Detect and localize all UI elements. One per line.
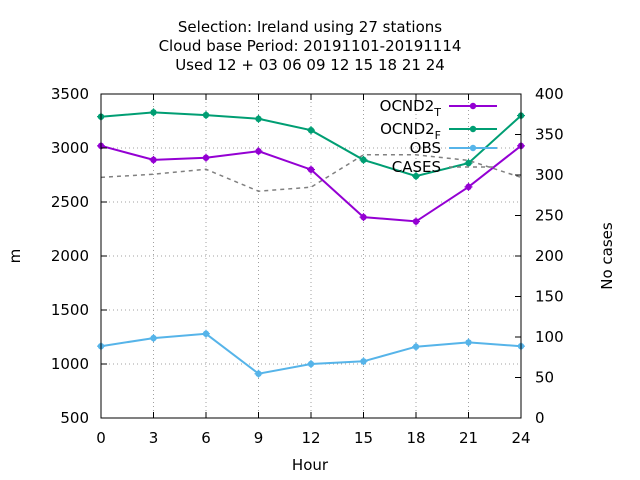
y2-axis-label: No cases [598, 222, 616, 290]
x-tick-label: 15 [354, 429, 373, 447]
legend-marker [469, 125, 477, 133]
y2-tick-label: 0 [535, 409, 545, 427]
legend-marker [469, 102, 477, 110]
y-tick-label: 3500 [51, 85, 89, 103]
x-axis-label: Hour [292, 456, 329, 474]
y-axis-label: m [6, 249, 24, 264]
legend-label-subscript: T [433, 106, 441, 119]
y2-tick-label: 50 [535, 369, 554, 387]
legend-label: OBS [410, 139, 441, 157]
x-tick-label: 18 [406, 429, 425, 447]
series-obs [97, 329, 525, 378]
title-line-2: Cloud base Period: 20191101-20191114 [159, 37, 462, 55]
y-tick-label: 1000 [51, 355, 89, 373]
x-tick-label: 12 [301, 429, 320, 447]
x-tick-label: 9 [254, 429, 264, 447]
legend-label: OCND2T [380, 97, 442, 119]
y2-axis-ticks: 0 50 100 150 200 250 300 350 400 [515, 85, 564, 427]
series-ocnd2-t [97, 141, 525, 226]
y-tick-label: 3000 [51, 139, 89, 157]
y2-tick-label: 300 [535, 166, 564, 184]
x-tick-label: 24 [511, 429, 530, 447]
y-tick-label: 2500 [51, 193, 89, 211]
x-tick-label: 3 [149, 429, 159, 447]
x-tick-label: 6 [201, 429, 211, 447]
legend-label-subscript: F [435, 129, 441, 142]
x-tick-label: 0 [96, 429, 106, 447]
y2-tick-label: 200 [535, 247, 564, 265]
y2-tick-label: 250 [535, 207, 564, 225]
legend-label: OCND2F [380, 120, 441, 142]
y-tick-label: 500 [60, 409, 89, 427]
chart-title: Selection: Ireland using 27 stations Clo… [159, 18, 462, 74]
y2-tick-label: 350 [535, 126, 564, 144]
y-tick-label: 2000 [51, 247, 89, 265]
y2-tick-label: 100 [535, 328, 564, 346]
x-axis-ticks: 0 3 6 9 12 15 18 21 24 [96, 94, 531, 447]
y-tick-label: 1500 [51, 301, 89, 319]
y2-tick-label: 400 [535, 85, 564, 103]
legend-marker [469, 144, 477, 152]
y-axis-ticks: 500 1000 1500 2000 2500 3000 3500 [51, 85, 107, 427]
legend-label: CASES [392, 158, 441, 176]
title-line-1: Selection: Ireland using 27 stations [178, 18, 442, 36]
y2-tick-label: 150 [535, 288, 564, 306]
x-tick-label: 21 [459, 429, 478, 447]
title-line-3: Used 12 + 03 06 09 12 15 18 21 24 [175, 56, 445, 74]
grid-lines [101, 94, 521, 418]
